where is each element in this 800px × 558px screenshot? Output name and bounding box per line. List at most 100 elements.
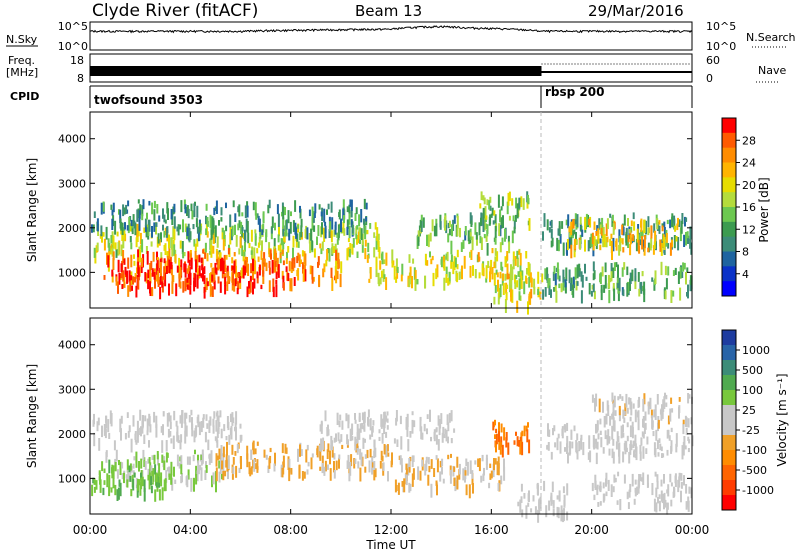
power-cell: [464, 231, 467, 241]
power-cell: [348, 249, 351, 258]
velocity-cell: [321, 455, 324, 467]
power-cell: [290, 211, 292, 217]
power-cell: [376, 227, 379, 241]
power-cell: [126, 209, 129, 214]
velocity-cell: [657, 419, 660, 429]
power-cell: [117, 259, 120, 273]
power-cell: [210, 236, 213, 244]
velocity-cell: [596, 486, 599, 496]
noise-series-group: [89, 25, 693, 34]
power-cell: [176, 226, 179, 232]
power-cell: [636, 228, 639, 243]
power-cell: [594, 239, 597, 246]
power-cell: [188, 278, 191, 291]
power-cell: [324, 225, 327, 239]
power-cell: [578, 263, 581, 274]
velocity-colorbar-tick-label: -500: [742, 464, 767, 477]
power-cell: [356, 234, 358, 245]
power-cell: [318, 274, 321, 288]
power-cell: [507, 192, 510, 206]
power-cell: [447, 277, 450, 286]
freq-right-label: Nave: [758, 64, 786, 77]
power-cell: [491, 267, 494, 280]
power-cell: [335, 249, 338, 261]
velocity-cell: [617, 471, 620, 477]
velocity-cell: [132, 415, 135, 427]
power-cell: [234, 213, 237, 222]
velocity-cell: [208, 454, 211, 459]
velocity-cell: [358, 428, 361, 440]
power-cell: [138, 218, 141, 231]
power-cell: [135, 237, 138, 248]
power-cell: [654, 270, 657, 284]
power-cell: [584, 239, 586, 252]
velocity-cell: [552, 508, 555, 517]
power-cell: [206, 231, 209, 238]
velocity-cell: [528, 439, 531, 454]
power-cell: [146, 251, 149, 265]
velocity-cell: [135, 451, 138, 464]
freq-left-tick-bottom: 8: [77, 72, 84, 85]
velocity-cell: [661, 494, 664, 504]
power-cell: [121, 222, 124, 235]
power-cell: [679, 266, 682, 279]
power-cell: [383, 274, 386, 279]
velocity-cell: [226, 462, 229, 472]
velocity-cell: [326, 449, 329, 459]
velocity-cell: [300, 449, 303, 456]
power-cell: [653, 241, 656, 249]
power-cell: [445, 274, 448, 283]
power-cell: [178, 266, 181, 279]
power-cell: [489, 205, 492, 211]
power-cell: [573, 238, 576, 249]
power-colorbar-tick-label: 20: [742, 179, 756, 192]
velocity-cell: [160, 472, 163, 487]
velocity-cell: [216, 410, 219, 421]
power-cell: [144, 272, 147, 282]
power-cell: [219, 258, 222, 272]
power-cell: [560, 283, 563, 293]
velocity-cell: [200, 467, 203, 481]
velocity-cell: [127, 430, 130, 438]
velocity-cell: [656, 480, 659, 490]
power-cell: [431, 219, 434, 232]
power-cell: [469, 265, 472, 278]
power-cell: [235, 234, 238, 247]
power-cell: [528, 218, 531, 231]
power-cell: [619, 237, 622, 243]
velocity-cell: [419, 470, 422, 481]
power-cell: [139, 204, 142, 215]
velocity-cell: [688, 394, 691, 399]
power-cell: [294, 200, 297, 212]
power-cell: [122, 237, 125, 249]
power-cell: [330, 230, 333, 243]
power-cell: [268, 199, 271, 209]
power-cell: [111, 218, 114, 230]
power-cell: [267, 204, 270, 214]
velocity-cell: [687, 496, 690, 503]
power-cell: [570, 244, 573, 259]
velocity-cell: [566, 435, 569, 448]
velocity-cell: [184, 412, 187, 424]
velocity-cell: [664, 392, 666, 398]
power-cell: [246, 220, 249, 233]
power-cell: [350, 210, 353, 218]
velocity-cell: [306, 469, 309, 475]
velocity-cell: [550, 494, 553, 506]
power-cell: [299, 205, 301, 213]
power-cell: [149, 263, 152, 276]
power-cell: [180, 259, 183, 270]
velocity-cell: [445, 430, 448, 442]
power-cell: [287, 246, 290, 253]
power-cell: [170, 237, 173, 250]
velocity-cell: [551, 481, 554, 493]
velocity-cell: [682, 423, 685, 435]
velocity-cell: [132, 478, 135, 491]
velocity-cell: [450, 438, 453, 444]
power-cell: [312, 276, 315, 282]
power-cell: [122, 270, 125, 282]
power-cell: [182, 281, 185, 293]
power-cell: [550, 219, 553, 229]
power-cell: [499, 209, 502, 223]
power-cell: [139, 232, 142, 245]
